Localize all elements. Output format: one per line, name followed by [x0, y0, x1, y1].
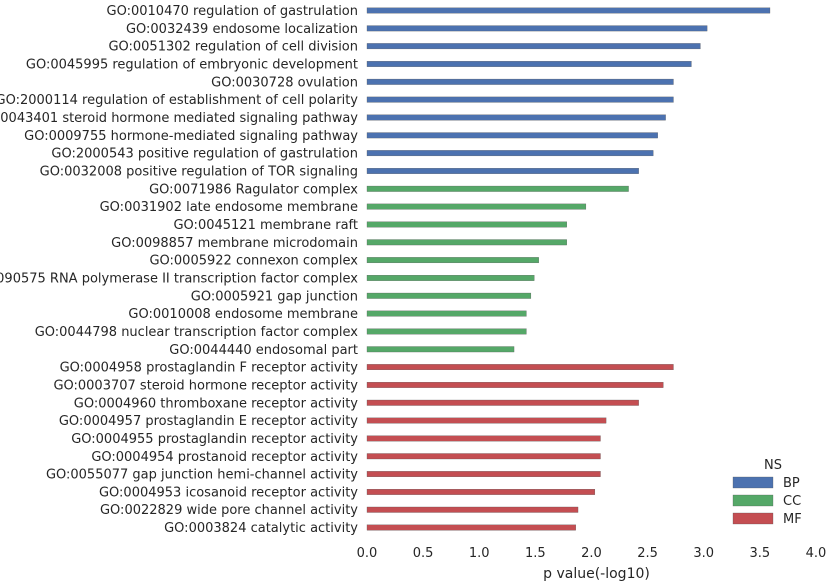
- x-tick-label: 2.5: [637, 546, 658, 561]
- bar-6: [366, 96, 674, 103]
- bar-7: [366, 114, 666, 121]
- bar-13: [366, 221, 567, 228]
- category-label: GO:0098857 membrane microdomain: [111, 236, 358, 251]
- category-label: GO:0045995 regulation of embryonic devel…: [26, 57, 358, 72]
- category-label: GO:0004957 prostaglandin E receptor acti…: [59, 414, 358, 429]
- x-tick-label: 1.5: [525, 546, 546, 561]
- category-label: GO:0031902 late endosome membrane: [100, 200, 358, 215]
- category-label: GO:0055077 gap junction hemi-channel act…: [46, 468, 358, 483]
- category-label: GO:0051302 regulation of cell division: [108, 40, 358, 55]
- category-label: GO:0044798 nuclear transcription factor …: [35, 325, 359, 340]
- category-labels-group: GO:0010470 regulation of gastrulation GO:…: [0, 4, 358, 536]
- category-label: GO:0004954 prostanoid receptor activity: [91, 450, 358, 465]
- category-label: GO:0010470 regulation of gastrulation: [107, 4, 358, 19]
- legend-swatch-mf: [732, 512, 774, 525]
- bar-11: [366, 185, 629, 192]
- x-ticks-group: 0.0 0.5 1.0 1.5 2.0 2.5 3.0 3.5 4.0: [357, 546, 827, 561]
- bar-8: [366, 132, 658, 139]
- x-tick-label: 0.0: [357, 546, 378, 561]
- category-label: GO:0004960 thromboxane receptor activity: [74, 396, 359, 411]
- legend-title: NS: [764, 458, 782, 473]
- category-label: GO:0003707 steroid hormone receptor acti…: [53, 378, 358, 393]
- bar-17: [366, 292, 532, 299]
- category-label: GO:0071986 Ragulator complex: [149, 182, 358, 197]
- x-tick-label: 0.5: [413, 546, 434, 561]
- bar-23: [366, 399, 639, 406]
- bar-21: [366, 364, 674, 371]
- category-label: GO:0090575 RNA polymerase II transcripti…: [0, 271, 358, 286]
- legend: NS BP CC MF: [732, 458, 802, 527]
- x-tick-label: 3.0: [693, 546, 714, 561]
- category-label: GO:0030728 ovulation: [211, 75, 358, 90]
- bar-1: [366, 7, 771, 14]
- x-tick-label: 4.0: [806, 546, 827, 561]
- bar-3: [366, 43, 701, 50]
- bar-2: [366, 25, 708, 32]
- category-label: GO:0004958 prostaglandin F receptor acti…: [60, 361, 359, 376]
- bar-4: [366, 61, 692, 67]
- category-label: GO:0022829 wide pore channel activity: [100, 503, 358, 518]
- category-label: GO:0004955 prostaglandin receptor activi…: [71, 432, 358, 447]
- bar-30: [366, 524, 576, 531]
- category-label: GO:0045121 membrane raft: [173, 218, 358, 233]
- legend-label-mf: MF: [783, 512, 802, 527]
- bar-25: [366, 435, 601, 442]
- bar-29: [366, 506, 579, 513]
- legend-swatch-bp: [732, 476, 774, 489]
- bar-16: [366, 275, 535, 281]
- bar-9: [366, 150, 654, 157]
- bar-18: [366, 310, 527, 317]
- legend-label-cc: CC: [783, 494, 801, 509]
- category-label: GO:0005921 gap junction: [191, 289, 358, 304]
- x-axis-title: p value(-log10): [543, 566, 650, 582]
- bar-22: [366, 382, 664, 388]
- bar-27: [366, 471, 601, 477]
- legend-swatch-cc: [732, 494, 774, 507]
- category-label: GO:2000114 regulation of establishment o…: [0, 93, 358, 108]
- bar-12: [366, 203, 587, 210]
- category-label: GO:0004953 icosanoid receptor activity: [99, 485, 358, 500]
- category-label: GO:0043401 steroid hormone mediated sign…: [0, 111, 358, 126]
- category-label: GO:0044440 endosomal part: [169, 343, 358, 358]
- category-label: GO:0032439 endosome localization: [126, 22, 358, 37]
- bar-14: [366, 239, 567, 246]
- bars-group: [366, 7, 771, 531]
- category-label: GO:2000543 positive regulation of gastru…: [51, 147, 358, 162]
- bar-28: [366, 489, 596, 495]
- bar-15: [366, 257, 539, 264]
- legend-label-bp: BP: [783, 476, 800, 491]
- bar-20: [366, 346, 515, 353]
- category-label: GO:0005922 connexon complex: [149, 254, 358, 269]
- x-tick-label: 1.0: [469, 546, 490, 561]
- bar-26: [366, 453, 601, 460]
- category-label: GO:0010008 endosome membrane: [128, 307, 358, 322]
- bar-10: [366, 168, 639, 174]
- x-tick-label: 2.0: [581, 546, 602, 561]
- x-tick-label: 3.5: [750, 546, 771, 561]
- category-label: GO:0003824 catalytic activity: [164, 521, 358, 536]
- bar-24: [366, 417, 607, 424]
- category-label: GO:0009755 hormone-mediated signaling pa…: [24, 129, 358, 144]
- category-label: GO:0032008 positive regulation of TOR si…: [40, 164, 358, 179]
- bar-5: [366, 78, 674, 85]
- bar-19: [366, 328, 527, 335]
